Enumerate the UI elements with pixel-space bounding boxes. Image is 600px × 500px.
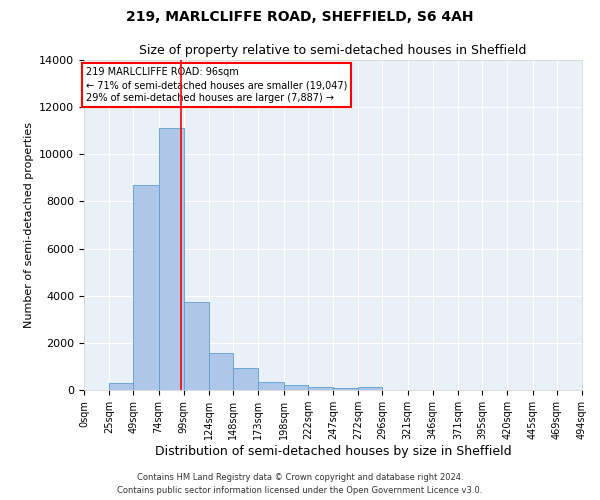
Bar xyxy=(158,128,184,390)
Text: 219 MARLCLIFFE ROAD: 96sqm
← 71% of semi-detached houses are smaller (19,047)
29: 219 MARLCLIFFE ROAD: 96sqm ← 71% of semi… xyxy=(86,67,347,104)
Bar xyxy=(358,387,382,390)
Text: Contains HM Land Registry data © Crown copyright and database right 2024.
Contai: Contains HM Land Registry data © Crown c… xyxy=(118,474,482,495)
Bar xyxy=(109,383,133,390)
Bar xyxy=(259,382,284,390)
Bar xyxy=(284,385,308,390)
X-axis label: Distribution of semi-detached houses by size in Sheffield: Distribution of semi-detached houses by … xyxy=(155,445,511,458)
Bar xyxy=(308,387,333,390)
Title: Size of property relative to semi-detached houses in Sheffield: Size of property relative to semi-detach… xyxy=(139,44,527,58)
Bar xyxy=(133,185,158,390)
Text: 219, MARLCLIFFE ROAD, SHEFFIELD, S6 4AH: 219, MARLCLIFFE ROAD, SHEFFIELD, S6 4AH xyxy=(126,10,474,24)
Bar xyxy=(233,368,259,390)
Bar xyxy=(184,302,209,390)
Y-axis label: Number of semi-detached properties: Number of semi-detached properties xyxy=(23,122,34,328)
Bar xyxy=(333,388,358,390)
Bar xyxy=(209,354,233,390)
